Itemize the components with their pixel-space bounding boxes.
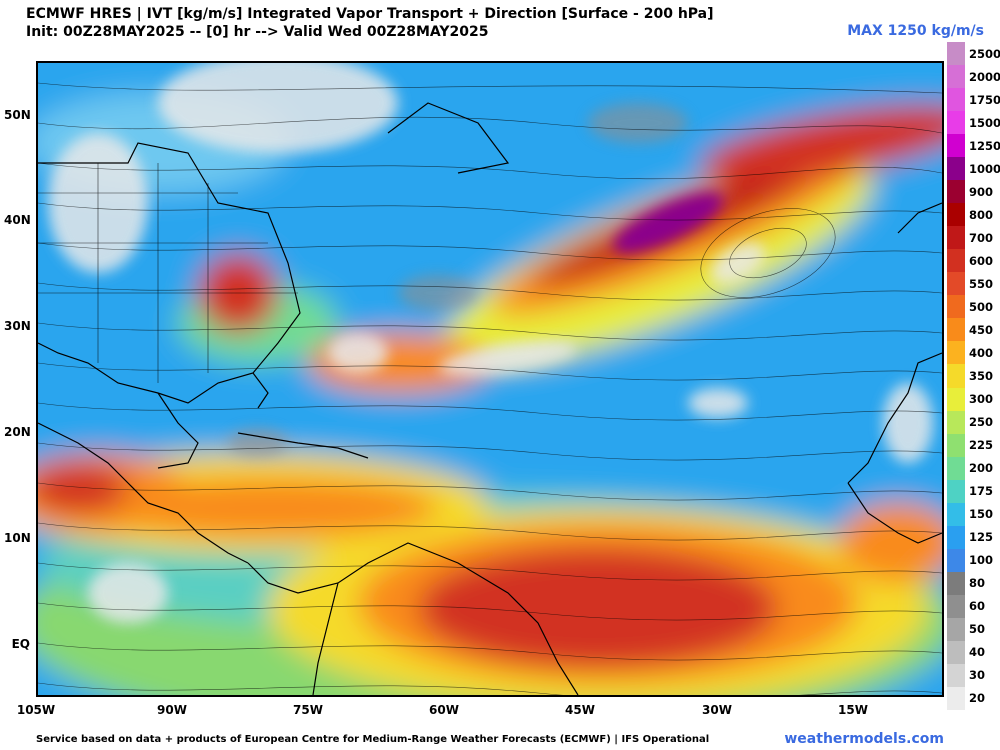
max-value-label: MAX 1250 kg/m/s [847,23,984,39]
lon-label-90w: 90W [157,703,187,717]
colorbar-segment [947,387,965,412]
lon-label-75w: 75W [293,703,323,717]
max-core [613,192,723,254]
colorbar-segment [947,226,965,250]
colorbar-label: 125 [969,530,994,545]
lat-label-eq: EQ [11,637,30,651]
colorbar-segment [947,525,965,550]
colorbar-label: 30 [969,668,986,683]
colorbar-segment [947,410,965,435]
colorbar-label: 2000 [969,69,1000,84]
colorbar-label: 500 [969,299,994,314]
lat-label-50n: 50N [4,108,31,122]
brand-link[interactable]: weathermodels.com [784,731,944,747]
lon-label-15w: 15W [838,703,868,717]
colorbar-segment [947,42,965,66]
colorbar-segment [947,134,965,158]
colorbar-label: 50 [969,622,986,637]
colorbar-label: 1000 [969,161,1000,176]
lat-label-20n: 20N [4,425,31,439]
colorbar-segment [947,341,965,365]
colorbar-segment [947,548,965,573]
colorbar-label: 175 [969,484,994,499]
colorbar-segment [947,571,965,596]
colorbar-segment [947,456,965,481]
lat-label-40n: 40N [4,213,31,227]
colorbar-segment [947,318,965,342]
colorbar [947,42,965,711]
ivt-field [38,63,942,695]
lon-label-105w: 105W [16,703,56,717]
lon-label-30w: 30W [702,703,732,717]
map-title: ECMWF HRES | IVT [kg/m/s] Integrated Vap… [26,6,714,22]
colorbar-label: 350 [969,369,994,383]
coastlines [38,102,942,695]
colorbar-label: 300 [969,392,994,407]
colorbar-label: 2500 [969,46,1000,61]
colorbar-label: 450 [969,322,994,337]
colorbar-label: 600 [969,253,994,268]
colorbar-label: 60 [969,599,986,614]
colorbar-segment [947,65,965,89]
state-borders [38,163,298,383]
colorbar-segment [947,686,965,711]
colorbar-segment [947,502,965,527]
ivt-map [36,61,944,697]
colorbar-label: 200 [969,461,994,476]
colorbar-segment [947,88,965,112]
colorbar-label: 250 [969,415,994,430]
lat-label-10n: 10N [4,531,31,545]
colorbar-label: 1500 [969,115,1000,130]
colorbar-label: 20 [969,691,986,706]
colorbar-label: 900 [969,184,994,199]
credit-footer: Service based on data + products of Euro… [36,734,710,745]
colorbar-segment [947,594,965,619]
colorbar-label: 80 [969,576,986,591]
lat-label-30n: 30N [4,319,31,333]
colorbar-label: 550 [969,276,994,291]
colorbar-label: 700 [969,230,994,245]
lon-label-45w: 45W [565,703,595,717]
colorbar-label: 400 [969,345,994,360]
colorbar-label: 100 [969,553,994,568]
colorbar-segment [947,249,965,273]
colorbar-label: 225 [969,438,994,453]
colorbar-segment [947,272,965,296]
colorbar-label: 1250 [969,138,1000,153]
colorbar-segment [947,180,965,204]
colorbar-label: 1750 [969,92,1000,107]
colorbar-segment [947,479,965,504]
colorbar-label: 40 [969,645,986,660]
colorbar-segment [947,364,965,388]
low-ivt-patches [48,63,933,623]
colorbar-segment [947,157,965,181]
colorbar-segment [947,663,965,688]
streamlines [38,82,942,695]
colorbar-segment [947,640,965,665]
colorbar-label: 150 [969,507,994,522]
colorbar-segment [947,617,965,642]
grey-patches [228,103,688,457]
colorbar-label: 800 [969,207,994,222]
lon-label-60w: 60W [429,703,459,717]
colorbar-segment [947,295,965,319]
colorbar-segment [947,433,965,458]
map-subtitle: Init: 00Z28MAY2025 -- [0] hr --> Valid W… [26,24,489,40]
colorbar-segment [947,203,965,227]
colorbar-segment [947,111,965,135]
